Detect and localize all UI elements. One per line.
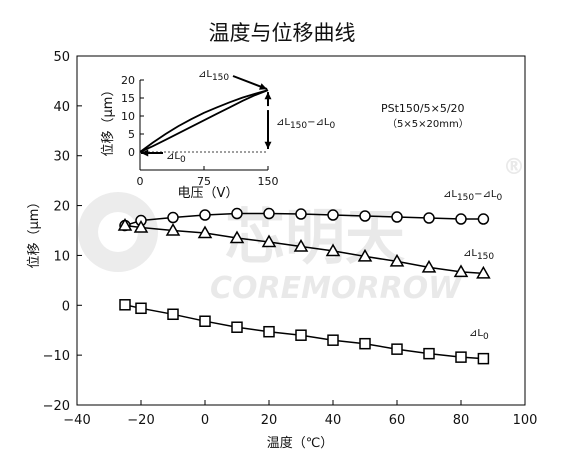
inset-label-l0: ⊿L0 — [166, 151, 186, 165]
inset-x-tick-label: 0 — [137, 175, 144, 188]
data-point-circle — [455, 213, 467, 225]
data-point-square — [199, 315, 211, 327]
data-point-circle — [231, 207, 243, 220]
x-axis-label: 温度（℃） — [267, 435, 334, 451]
data-point-circle — [391, 211, 403, 223]
x-tick-label: 100 — [513, 413, 538, 428]
data-point-square — [455, 351, 467, 363]
data-point-square — [167, 308, 179, 321]
inset-background — [140, 80, 268, 170]
data-point-triangle — [476, 265, 491, 279]
data-point-triangle — [357, 248, 373, 262]
data-point-square — [135, 302, 147, 315]
data-point-triangle — [325, 243, 341, 257]
y-axis-label: 位移（μm） — [27, 196, 42, 269]
inset-y-tick-label: 10 — [121, 110, 135, 123]
inset-label-diff: ⊿L150−⊿L0 — [276, 117, 335, 131]
data-point-triangle — [261, 234, 277, 248]
plot-frame — [76, 55, 526, 406]
y-tick-label: 0 — [62, 299, 70, 314]
x-tick-label: −20 — [127, 413, 154, 428]
watermark-logo-inner — [98, 212, 138, 252]
watermark-latin: COREMORROW — [210, 271, 463, 306]
inset-x-tick-label: 150 — [258, 175, 279, 188]
inset-x-axis-label: 电压（V） — [178, 186, 239, 201]
x-tick-label: 80 — [453, 413, 470, 428]
data-point-triangle — [389, 253, 405, 267]
data-point-circle — [359, 210, 371, 222]
data-point-square — [119, 299, 131, 311]
x-tick-label: 60 — [389, 413, 406, 428]
inset-arrow-l0-head — [141, 149, 149, 157]
series-label-l0: ⊿L0 — [469, 328, 489, 342]
series-label-l150: ⊿L150 — [463, 248, 494, 262]
data-point-triangle — [293, 238, 309, 252]
inset-arrow-diff-up-head — [264, 92, 272, 100]
inset-y-tick-label: 20 — [121, 74, 135, 87]
x-tick-label: 0 — [201, 413, 209, 428]
y-tick-label: −20 — [43, 399, 70, 414]
inset-curve-lower — [139, 89, 269, 153]
inset-chart: 0 75 150 0 5 10 15 20 — [121, 74, 279, 188]
x-tick-label: 40 — [325, 413, 342, 428]
data-point-circle — [477, 213, 490, 225]
data-point-triangle — [197, 225, 213, 239]
x-tick-label: 20 — [261, 413, 278, 428]
data-point-circle — [167, 211, 179, 224]
data-point-square — [263, 325, 275, 338]
model-label: PSt150/5×5/20 — [381, 102, 465, 115]
series-label-diff: ⊿L150−⊿L0 — [443, 189, 502, 203]
data-point-square — [295, 329, 307, 341]
x-tick-label: −40 — [63, 413, 90, 428]
model-size: （5×5×20mm） — [387, 118, 469, 130]
inset-label-l150: ⊿L150 — [198, 69, 229, 83]
y-tick-label: −10 — [43, 349, 70, 364]
data-point-circle — [295, 208, 307, 220]
data-point-triangle — [117, 218, 133, 231]
data-point-circle — [263, 207, 275, 220]
watermark-registered: ® — [503, 155, 525, 180]
data-point-square — [423, 347, 435, 360]
inset-y-tick-label: 0 — [128, 146, 135, 159]
inset-arrow-diff-down-head — [264, 141, 272, 149]
y-tick-label: 10 — [53, 249, 70, 264]
data-point-square — [477, 352, 490, 365]
data-point-triangle — [229, 230, 245, 244]
data-point-triangle — [165, 222, 181, 236]
y-tick-label: 30 — [53, 150, 70, 165]
y-tick-label: 40 — [53, 100, 70, 115]
inset-y-tick-label: 15 — [121, 92, 135, 105]
data-point-circle — [199, 209, 211, 221]
chart-title: 温度与位移曲线 — [209, 21, 356, 45]
inset-curve-upper — [139, 89, 269, 153]
y-tick-label: 50 — [53, 50, 70, 65]
series-layer — [117, 207, 491, 365]
data-point-square — [359, 337, 371, 350]
inset-y-axis-label: 位移（μm） — [101, 84, 116, 157]
data-point-square — [327, 334, 339, 346]
plot-area — [76, 55, 526, 406]
data-point-square — [231, 321, 243, 333]
inset-y-tick-label: 5 — [128, 128, 135, 141]
data-point-triangle — [453, 264, 469, 278]
y-tick-label: 20 — [53, 200, 70, 215]
data-point-circle — [423, 212, 435, 224]
inset-x-tick-label: 75 — [197, 175, 211, 188]
inset-arrow-l150-head — [259, 83, 267, 90]
data-point-triangle — [133, 219, 149, 233]
data-point-triangle — [421, 259, 437, 273]
data-point-circle — [327, 209, 339, 221]
data-point-square — [391, 343, 403, 355]
